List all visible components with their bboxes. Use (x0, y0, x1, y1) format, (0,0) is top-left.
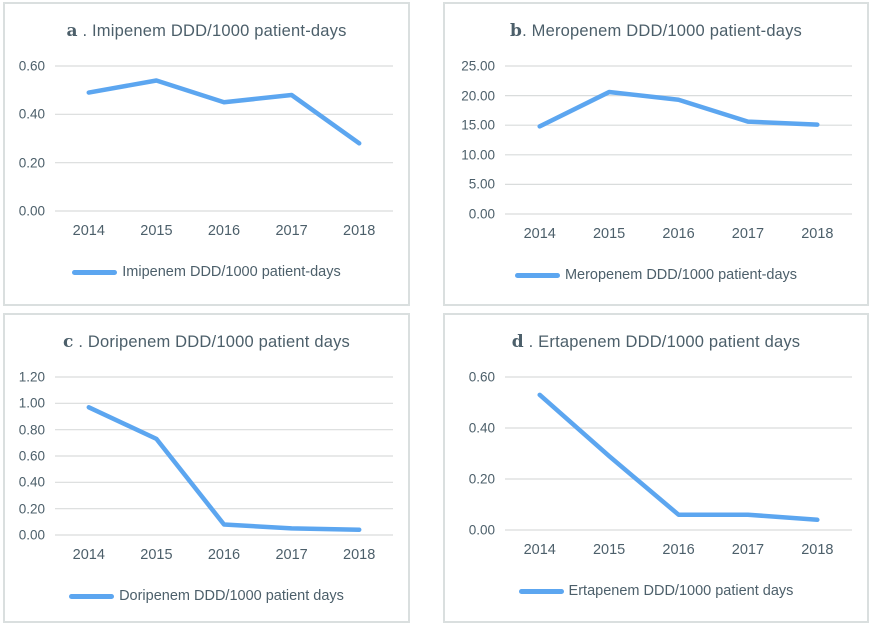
y-tick-label: 0.00 (468, 206, 495, 222)
y-tick-label: 20.00 (461, 88, 495, 104)
y-tick-label: 10.00 (461, 147, 495, 163)
x-axis-labels: 2014 2015 2016 2017 2018 (505, 226, 852, 242)
x-axis-labels: 2014 2015 2016 2017 2018 (55, 223, 393, 239)
x-axis-labels: 2014 2015 2016 2017 2018 (55, 547, 393, 563)
y-axis-labels: 0.60 0.40 0.20 0.00 (445, 370, 505, 538)
x-tick-label: 2014 (72, 223, 105, 239)
x-tick-label: 2014 (72, 547, 105, 563)
legend-line-swatch (72, 269, 118, 275)
legend: Meropenem DDD/1000 patient-days (445, 267, 867, 283)
chart-panel-ertapenem: d . Ertapenem DDD/1000 patient days 0.60… (443, 313, 869, 623)
data-line-ertapenem (540, 395, 818, 520)
y-tick-label: 1.00 (18, 395, 45, 411)
chart-title-ertapenem: d . Ertapenem DDD/1000 patient days (445, 315, 867, 377)
y-tick-label: 0.40 (18, 474, 45, 490)
legend-line-swatch (514, 272, 560, 278)
x-tick-label: 2015 (140, 223, 173, 239)
panel-letter: a (66, 21, 78, 41)
legend-label: Doripenem DDD/1000 patient days (119, 588, 344, 604)
x-tick-label: 2017 (731, 542, 765, 558)
data-line-imipenem (89, 81, 359, 144)
y-tick-label: 0.00 (18, 203, 45, 219)
chart-panel-imipenem: a . Imipenem DDD/1000 patient-days 0.60 0… (3, 2, 410, 306)
x-tick-label: 2015 (140, 547, 173, 563)
x-tick-label: 2016 (662, 226, 695, 242)
y-tick-label: 0.20 (18, 155, 45, 171)
plot-area (505, 66, 852, 214)
x-tick-label: 2015 (592, 542, 626, 558)
x-axis-labels: 2014 2015 2016 2017 2018 (505, 542, 852, 558)
y-tick-label: 0.20 (468, 471, 495, 487)
legend-label: Meropenem DDD/1000 patient-days (564, 267, 798, 283)
panel-title-text: . Imipenem DDD/1000 patient-days (77, 22, 347, 40)
plot-region: 0.60 0.40 0.20 0.00 (445, 370, 852, 538)
y-tick-label: 5.00 (468, 176, 495, 192)
y-tick-label: 0.60 (18, 58, 45, 74)
legend: Imipenem DDD/1000 patient-days (5, 264, 408, 280)
y-tick-label: 0.00 (468, 522, 495, 538)
plot-area (55, 66, 393, 211)
y-tick-label: 0.80 (18, 422, 45, 438)
plot-region: 0.60 0.40 0.20 0.00 (5, 59, 393, 219)
x-tick-label: 2018 (801, 542, 834, 558)
y-axis-labels: 0.60 0.40 0.20 0.00 (5, 59, 55, 219)
x-tick-label: 2016 (207, 547, 241, 563)
y-tick-label: 0.40 (468, 420, 495, 436)
x-tick-label: 2014 (523, 542, 556, 558)
legend-line-swatch (518, 588, 564, 594)
x-tick-label: 2017 (275, 223, 308, 239)
y-tick-label: 0.60 (18, 448, 45, 464)
y-tick-label: 25.00 (461, 58, 495, 74)
y-tick-label: 0.20 (18, 501, 45, 517)
y-axis-labels: 1.20 1.00 0.80 0.60 0.40 0.20 0.00 (5, 370, 55, 543)
legend-label: Imipenem DDD/1000 patient-days (122, 264, 341, 280)
y-tick-label: 0.40 (18, 106, 45, 122)
plot-region: 25.00 20.00 15.00 10.00 5.00 0.00 (445, 59, 852, 222)
panel-letter: c (62, 332, 74, 352)
chart-title-imipenem: a . Imipenem DDD/1000 patient-days (5, 4, 408, 66)
panel-letter: d (511, 332, 524, 352)
panel-title-text: . Doripenem DDD/1000 patient days (73, 333, 350, 351)
chart-title-meropenem: b. Meropenem DDD/1000 patient-days (445, 4, 867, 66)
y-tick-label: 0.00 (18, 527, 45, 543)
y-tick-label: 1.20 (18, 369, 45, 385)
legend-label: Ertapenem DDD/1000 patient days (568, 583, 794, 599)
legend: Ertapenem DDD/1000 patient days (445, 583, 867, 599)
x-tick-label: 2018 (801, 226, 834, 242)
plot-area (55, 377, 393, 535)
y-axis-labels: 25.00 20.00 15.00 10.00 5.00 0.00 (445, 59, 505, 222)
chart-panel-doripenem: c . Doripenem DDD/1000 patient days 1.20… (3, 313, 410, 623)
x-tick-label: 2017 (731, 226, 765, 242)
panel-letter: b (510, 21, 523, 41)
plot-region: 1.20 1.00 0.80 0.60 0.40 0.20 0.00 (5, 370, 393, 543)
chart-panel-meropenem: b. Meropenem DDD/1000 patient-days 25.00… (443, 2, 869, 306)
x-tick-label: 2015 (592, 226, 626, 242)
x-tick-label: 2017 (275, 547, 308, 563)
y-tick-label: 0.60 (468, 369, 495, 385)
legend-line-swatch (69, 593, 115, 599)
x-tick-label: 2016 (207, 223, 241, 239)
chart-title-doripenem: c . Doripenem DDD/1000 patient days (5, 315, 408, 377)
panel-title-text: . Meropenem DDD/1000 patient-days (522, 22, 802, 40)
panel-title-text: . Ertapenem DDD/1000 patient days (523, 333, 801, 351)
x-tick-label: 2018 (343, 223, 376, 239)
x-tick-label: 2018 (343, 547, 376, 563)
legend: Doripenem DDD/1000 patient days (5, 588, 408, 604)
plot-area (505, 377, 852, 530)
data-line-meropenem (540, 92, 818, 126)
x-tick-label: 2016 (662, 542, 695, 558)
y-tick-label: 15.00 (461, 117, 495, 133)
data-line-doripenem (89, 407, 359, 529)
x-tick-label: 2014 (523, 226, 556, 242)
